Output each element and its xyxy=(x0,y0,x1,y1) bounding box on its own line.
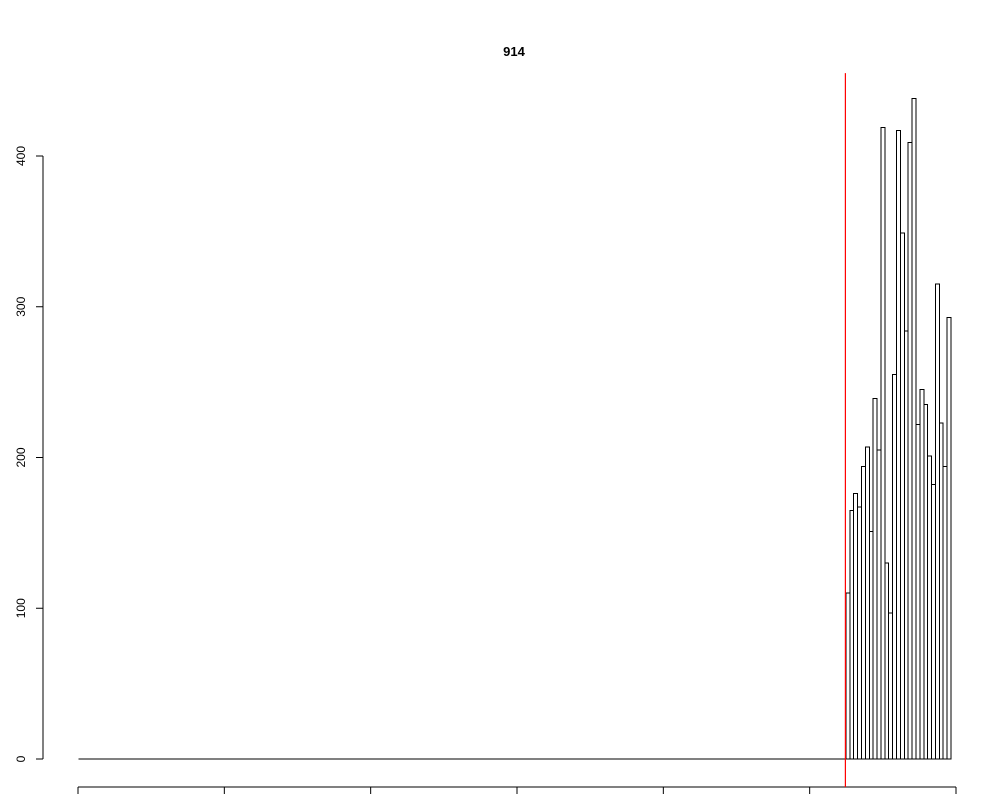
bar xyxy=(880,126,886,760)
y-tick-label: 0 xyxy=(14,755,28,762)
bar xyxy=(876,449,882,760)
bar xyxy=(915,423,921,760)
bar xyxy=(849,509,855,760)
bar xyxy=(868,530,874,760)
bar xyxy=(864,446,870,760)
y-tick-label: 300 xyxy=(14,296,28,316)
bar xyxy=(923,404,929,760)
bar xyxy=(853,493,859,760)
bar xyxy=(911,98,917,760)
bar xyxy=(942,466,948,760)
y-axis-ticks: 0 100 200 300 400 xyxy=(14,146,43,762)
bar xyxy=(872,398,878,760)
bar xyxy=(903,330,909,760)
bar xyxy=(919,389,925,760)
bar xyxy=(884,562,890,760)
bar xyxy=(931,484,936,760)
bar xyxy=(938,422,944,760)
bar xyxy=(934,283,940,760)
y-tick-label: 200 xyxy=(14,447,28,467)
bar xyxy=(892,374,897,760)
bar xyxy=(845,592,851,760)
bar xyxy=(896,129,901,760)
chart-title: 914 xyxy=(503,44,525,59)
bar xyxy=(888,612,894,760)
bar xyxy=(946,316,952,760)
bar xyxy=(857,506,862,760)
bar xyxy=(927,455,933,760)
bar-series xyxy=(78,98,952,760)
bar xyxy=(860,466,866,760)
y-tick-label: 100 xyxy=(14,598,28,618)
x-axis-ticks xyxy=(77,787,957,794)
bar xyxy=(899,232,905,760)
y-tick-label: 400 xyxy=(14,146,28,166)
bar xyxy=(907,141,913,760)
